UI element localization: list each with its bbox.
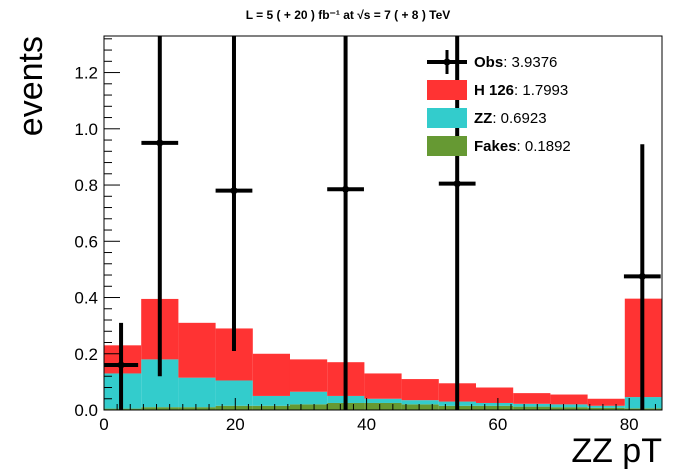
- bar-h-126: [513, 393, 551, 404]
- observed-marker: [638, 272, 646, 280]
- bar-fakes: [178, 407, 216, 410]
- chart-title: L = 5 ( + 20 ) fb⁻¹ at √s = 7 ( + 8 ) Te…: [246, 8, 451, 22]
- bar-zz: [252, 395, 290, 406]
- bar-zz: [550, 404, 588, 408]
- legend-entry-fakes: Fakes: 0.1892: [427, 136, 571, 156]
- bar-zz: [215, 380, 253, 406]
- legend-series-name: ZZ: [474, 110, 492, 127]
- legend: Obs: 3.9376 H 126: 1.7993 ZZ: 0.6923 Fakes:…: [427, 50, 571, 156]
- x-axis: 0 20 40 60 80: [99, 398, 656, 434]
- bar-fakes: [289, 404, 328, 410]
- bar-fakes: [252, 405, 290, 410]
- legend-entry-obs: Obs: 3.9376: [427, 50, 557, 74]
- bar-h-126: [401, 379, 439, 401]
- observed-point: [623, 144, 661, 410]
- legend-marker-swatch: [443, 58, 451, 66]
- legend-series-name: Obs: [474, 54, 503, 71]
- y-axis: 0.0 0.2 0.4 0.6 0.8 1.0 1.2: [74, 38, 120, 420]
- legend-label: H 126: 1.7993: [474, 82, 568, 99]
- stacked-histogram: [104, 298, 662, 410]
- legend-series-name: H 126: [474, 82, 514, 99]
- bar-fakes: [550, 407, 588, 410]
- bar-h-126: [252, 353, 290, 396]
- y-axis-title: events: [12, 36, 50, 136]
- bar-h-126: [364, 373, 402, 399]
- x-tick-label: 20: [226, 415, 245, 434]
- legend-entry-h-126: H 126: 1.7993: [427, 80, 568, 100]
- bar-zz: [476, 402, 514, 406]
- plot-frame: [103, 35, 663, 411]
- x-tick-label: 80: [620, 415, 639, 434]
- legend-label: Fakes: 0.1892: [474, 138, 571, 155]
- legend-series-name: Fakes: [474, 138, 517, 155]
- observed-marker: [453, 180, 461, 188]
- observed-point: [327, 36, 364, 410]
- y-tick-label: 0.0: [74, 401, 98, 420]
- series-h-126: [104, 298, 662, 406]
- bar-fakes: [513, 406, 551, 410]
- observed-marker: [342, 185, 350, 193]
- bar-fakes: [476, 405, 514, 410]
- bar-zz: [513, 403, 551, 407]
- y-tick-label: 0.6: [74, 232, 98, 251]
- legend-label: Obs: 3.9376: [474, 54, 557, 71]
- legend-series-value: : 3.9376: [503, 54, 557, 71]
- legend-series-value: : 0.1892: [517, 138, 571, 155]
- bar-h-126: [587, 398, 625, 406]
- y-tick-label: 1.0: [74, 120, 98, 139]
- legend-label: ZZ: 0.6923: [474, 110, 547, 127]
- bar-fakes: [215, 405, 253, 410]
- bar-zz: [364, 398, 402, 403]
- y-tick-label: 0.2: [74, 345, 98, 364]
- observed-point: [215, 36, 253, 351]
- bar-fakes: [141, 407, 179, 410]
- bar-zz: [289, 391, 328, 405]
- legend-series-value: : 1.7993: [514, 82, 568, 99]
- x-tick-label: 60: [488, 415, 507, 434]
- observed-point: [141, 36, 179, 377]
- legend-color-swatch: [427, 108, 467, 128]
- observed-marker: [117, 361, 125, 369]
- bar-fakes: [401, 404, 439, 410]
- bar-h-126: [289, 359, 328, 392]
- bar-zz: [178, 377, 216, 408]
- observed-marker: [230, 187, 238, 195]
- bar-h-126: [178, 322, 216, 378]
- legend-series-value: : 0.6923: [492, 110, 546, 127]
- x-tick-label: 0: [99, 415, 108, 434]
- y-tick-label: 1.2: [74, 64, 98, 83]
- bar-fakes: [587, 407, 625, 410]
- legend-color-swatch: [427, 80, 467, 100]
- observed-marker: [156, 139, 164, 147]
- legend-color-swatch: [427, 136, 467, 156]
- y-tick-label: 0.4: [74, 289, 98, 308]
- bar-fakes: [364, 402, 402, 410]
- bar-zz: [401, 400, 439, 405]
- bar-zz: [587, 405, 625, 408]
- bar-h-126: [550, 394, 588, 405]
- x-axis-title: ZZ pT: [571, 432, 662, 470]
- legend-entry-zz: ZZ: 0.6923: [427, 108, 547, 128]
- x-tick-label: 40: [357, 415, 376, 434]
- y-tick-label: 0.8: [74, 176, 98, 195]
- bar-h-126: [476, 387, 514, 403]
